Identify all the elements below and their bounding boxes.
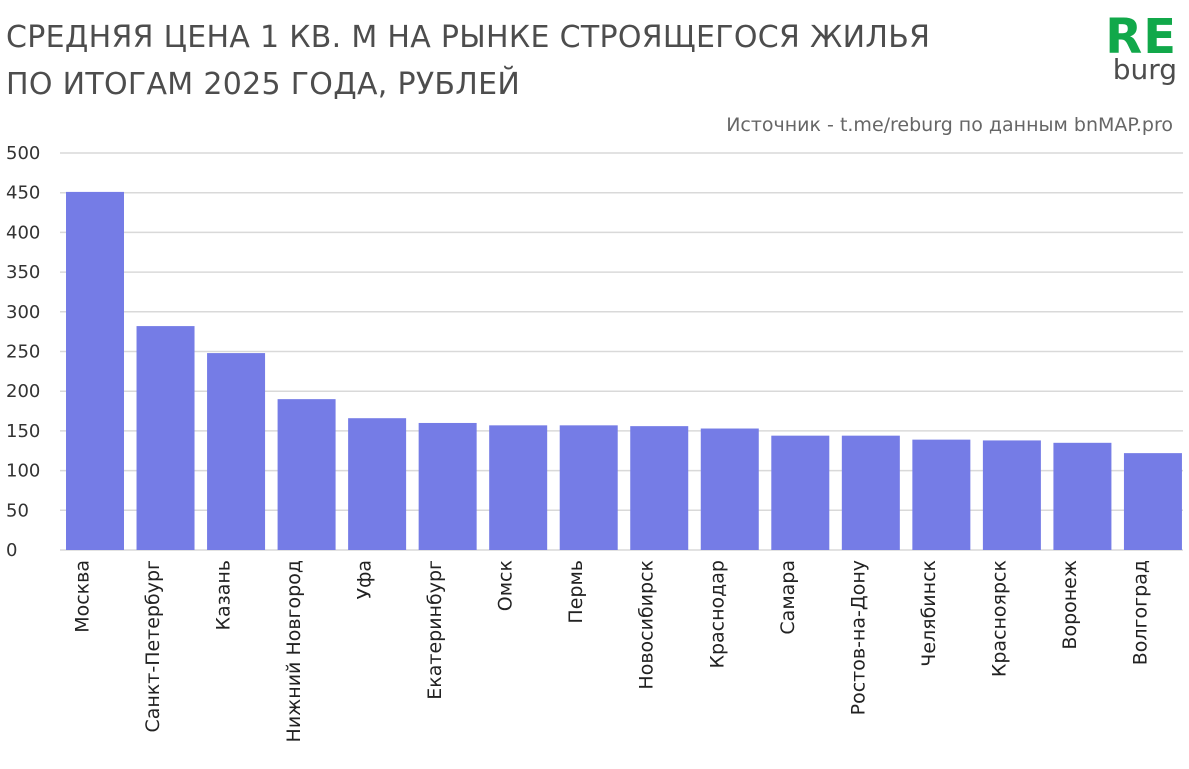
y-tick-label: 400 bbox=[6, 222, 40, 243]
x-category-label: Волгоград bbox=[1129, 560, 1151, 665]
bar bbox=[841, 435, 900, 550]
x-category-label: Ростов-на-Дону bbox=[847, 560, 869, 715]
chart-title: СРЕДНЯЯ ЦЕНА 1 КВ. М НА РЫНКЕ СТРОЯЩЕГОС… bbox=[6, 14, 1066, 108]
x-category-label: Новосибирск bbox=[636, 560, 658, 690]
x-category-label: Москва bbox=[72, 560, 94, 633]
reburg-logo: RE burg bbox=[1097, 9, 1177, 86]
x-category-label: Казань bbox=[213, 560, 235, 631]
y-tick-label: 200 bbox=[6, 381, 40, 402]
x-category-label: Краснодар bbox=[706, 560, 728, 669]
bar bbox=[982, 440, 1041, 550]
y-tick-label: 0 bbox=[6, 540, 17, 561]
x-category-label: Нижний Новгород bbox=[283, 560, 305, 742]
bar bbox=[207, 353, 266, 550]
bar bbox=[66, 191, 124, 550]
bar bbox=[771, 435, 830, 550]
bar bbox=[277, 399, 336, 550]
chart-title-line-2: ПО ИТОГАМ 2025 ГОДА, РУБЛЕЙ bbox=[6, 67, 521, 102]
bar bbox=[912, 439, 971, 550]
x-category-label: Красноярск bbox=[988, 560, 1010, 677]
x-category-label: Пермь bbox=[565, 560, 587, 624]
bar bbox=[1053, 442, 1112, 550]
bar bbox=[1123, 453, 1182, 550]
y-tick-label: 50 bbox=[6, 500, 29, 521]
y-tick-label: 150 bbox=[6, 421, 40, 442]
y-tick-label: 450 bbox=[6, 183, 40, 204]
bar bbox=[559, 425, 618, 550]
y-axis-ticks: 0 50 100 150 200 250 300 350 400 450 500 bbox=[6, 143, 40, 561]
x-category-label: Самара bbox=[777, 560, 799, 635]
x-category-label: Екатеринбург bbox=[424, 560, 446, 700]
bar bbox=[136, 326, 195, 550]
x-axis-labels: Москва Санкт-Петербург Казань Нижний Новгор… bbox=[72, 560, 1152, 742]
logo-re-text: RE bbox=[1105, 9, 1177, 65]
y-tick-label: 500 bbox=[6, 143, 40, 164]
y-tick-label: 250 bbox=[6, 342, 40, 363]
logo-burg-text: burg bbox=[1112, 53, 1177, 86]
chart-title-line-1: СРЕДНЯЯ ЦЕНА 1 КВ. М НА РЫНКЕ СТРОЯЩЕГОС… bbox=[6, 20, 931, 55]
bar bbox=[489, 425, 548, 550]
y-tick-label: 300 bbox=[6, 302, 40, 323]
bar bbox=[700, 428, 759, 550]
x-category-label: Воронеж bbox=[1059, 560, 1081, 650]
x-category-label: Уфа bbox=[354, 560, 376, 599]
x-category-label: Челябинск bbox=[918, 560, 940, 667]
bars bbox=[66, 191, 1182, 550]
x-category-label: Санкт-Петербург bbox=[142, 560, 164, 733]
source-note: Источник - t.me/reburg по данным bnMAP.p… bbox=[726, 114, 1173, 136]
y-tick-label: 100 bbox=[6, 461, 40, 482]
bar bbox=[418, 422, 477, 550]
y-tick-label: 350 bbox=[6, 262, 40, 283]
bar bbox=[630, 426, 689, 550]
x-category-label: Омск bbox=[495, 560, 517, 611]
bar bbox=[348, 418, 407, 550]
